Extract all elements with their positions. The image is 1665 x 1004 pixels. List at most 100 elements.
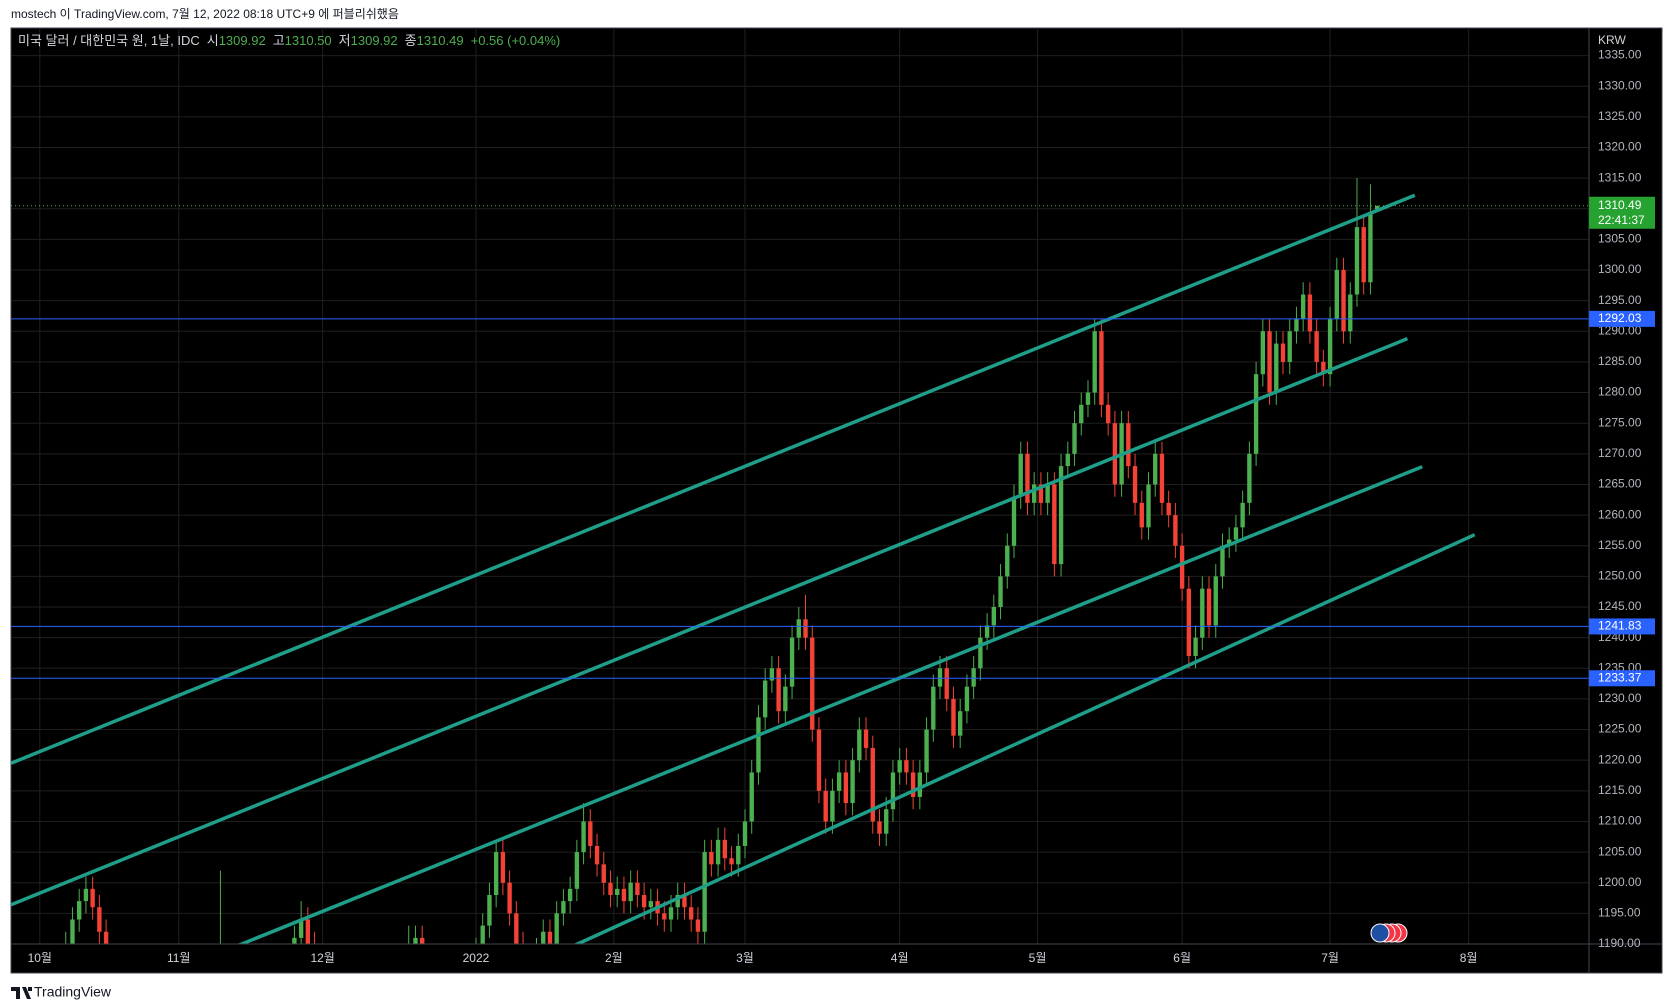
candle-body [413,937,418,944]
ohlc-label: 종 [405,33,417,48]
candle-body [1294,319,1299,332]
ohlc-value: 1309.92 [351,33,398,48]
price-label: 1292.03 [1598,311,1642,325]
candle-body [1227,539,1232,546]
candle-body [1166,502,1171,516]
ohlc-value: 1310.49 [417,33,464,48]
candle-body [1274,343,1279,393]
candle-body [493,852,499,895]
candle-body [1018,453,1023,497]
candle-body [514,913,519,944]
candle-body [1260,331,1266,375]
candle-body [736,845,741,865]
chart-background [10,27,1663,974]
candle-body [574,852,580,889]
candle-body [1159,453,1165,503]
axes: 1190.00 1195.00 1200.00 1205.00 1210.00 1215.… [28,48,1655,965]
candle-body [1045,484,1050,503]
candle-body [668,907,674,920]
candle-body [1280,343,1286,362]
candle-body [292,937,297,944]
price-label-box [1589,618,1655,635]
candle-body [1126,423,1131,467]
candle-body [635,882,640,895]
event-flags [1370,923,1408,943]
y-tick-label: 1330.00 [1598,78,1642,92]
candle-body [561,901,566,914]
candle-body [1267,331,1272,393]
candle-body [1005,545,1010,577]
candle-body [567,888,573,902]
price-label: 1241.83 [1598,619,1642,633]
candle-body [554,913,559,944]
candle-body [769,668,775,681]
price-change: +0.56 (+0.04%) [471,33,561,48]
candle-body [810,637,815,730]
candle-body [1186,588,1192,657]
candle-body [305,919,311,944]
y-tick-label: 1195.00 [1598,906,1641,920]
candle-body [1200,588,1205,638]
x-tick-label: 5월 [1029,951,1047,965]
candle-body [1065,453,1070,467]
candle-body [836,772,842,791]
price-label: 1233.37 [1598,670,1642,684]
candle-body [1139,502,1144,528]
candle-body [1314,331,1319,362]
price-label-box [1589,310,1655,327]
candle-body [951,698,956,736]
candle-body [594,845,600,865]
footer-brand: TradingView [34,984,112,1000]
candle-body [695,919,701,932]
candle-body [863,729,869,748]
candle-body [971,668,976,687]
y-tick-label: 1325.00 [1598,109,1642,123]
candle-body [729,858,734,865]
trend-line [11,193,1416,765]
candle-body [904,760,909,773]
y-tick-label: 1245.00 [1598,599,1642,613]
candle-body [662,913,667,920]
x-tick-label: 2월 [605,951,623,965]
y-tick-label: 1225.00 [1598,722,1642,736]
x-tick-label: 10월 [28,951,52,965]
candle-body [715,839,721,865]
candle-body [1173,515,1178,546]
x-tick-label: 4월 [891,951,909,965]
y-tick-label: 1295.00 [1598,293,1642,307]
plot-area [11,178,1589,944]
candle-body [298,919,304,938]
candle-body [991,607,997,626]
candle-body [897,760,902,773]
candle-body [937,668,943,687]
y-tick-label: 1315.00 [1598,170,1642,184]
candle-body [1334,270,1339,320]
candle-body [984,625,990,638]
candle-body [1253,374,1259,454]
candle-body [816,729,822,791]
candle-body [1193,637,1198,657]
candle-body [884,809,889,834]
candle-body [1179,545,1185,589]
y-tick-label: 1270.00 [1598,446,1642,460]
x-tick-label: 11월 [167,951,191,965]
candle-body [742,821,748,846]
candle-body [756,717,761,773]
y-tick-label: 1220.00 [1598,752,1642,766]
candle-body [1240,502,1245,528]
candle-body [1011,496,1017,546]
candle-body [1079,404,1084,424]
y-tick-label: 1190.00 [1598,936,1641,950]
y-tick-label: 1210.00 [1598,814,1642,828]
y-tick-label: 1300.00 [1598,262,1642,276]
candle-body [796,619,801,638]
candle-body [857,729,862,761]
candle-body [1213,576,1218,626]
y-tick-label: 1305.00 [1598,232,1642,246]
y-tick-label: 1275.00 [1598,415,1642,429]
x-tick-label: 7월 [1321,951,1339,965]
y-tick-label: 1260.00 [1598,507,1642,521]
symbol-title: 미국 달러 / 대한민국 원, 1날, IDC [18,33,200,48]
